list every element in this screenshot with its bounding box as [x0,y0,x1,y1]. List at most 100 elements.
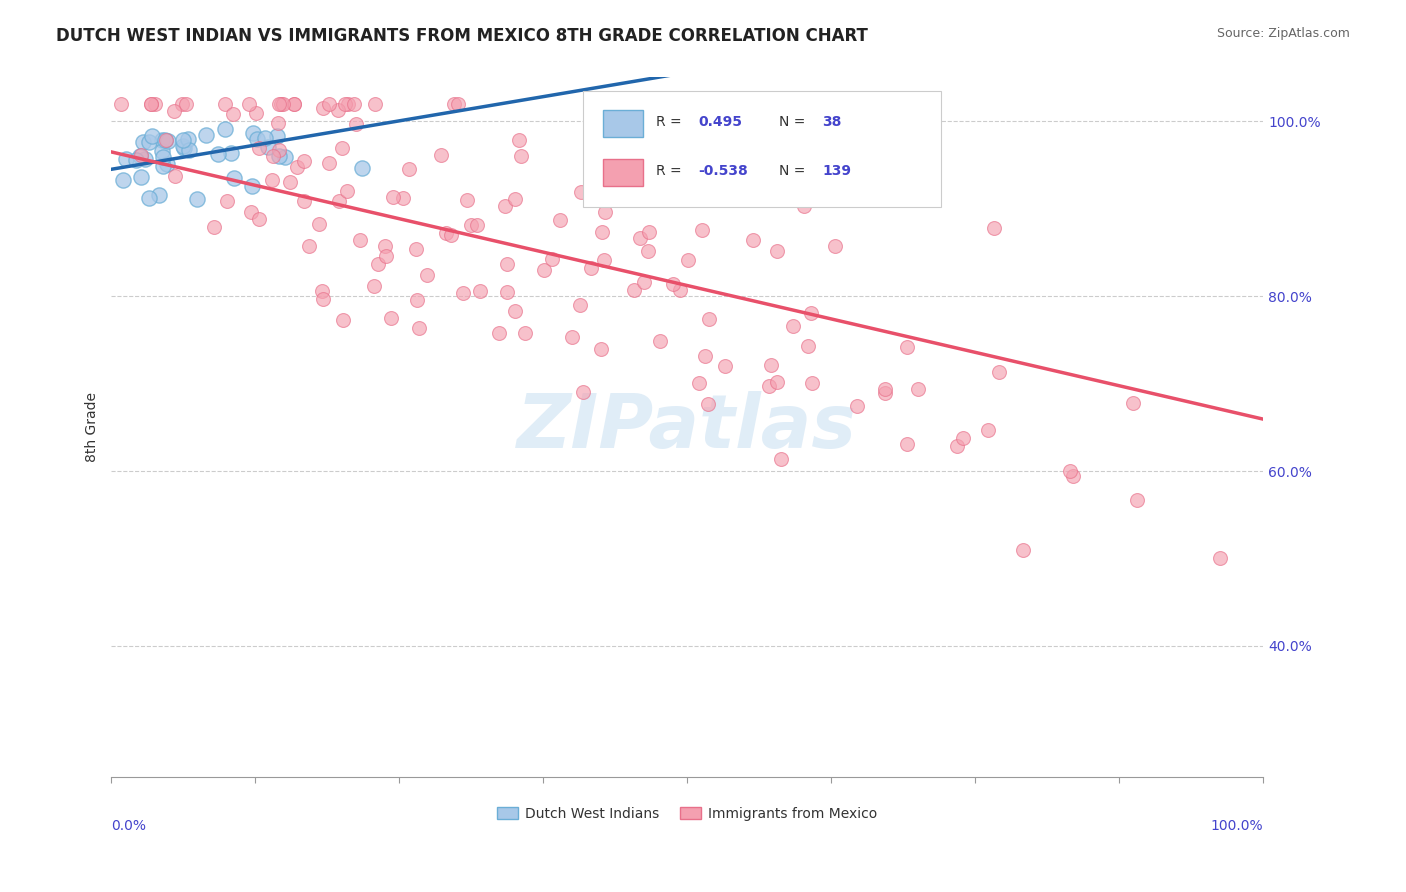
Point [1059,463,1081,477]
Point [1209,550,1232,565]
Point [589,342,612,356]
Text: ZIPatlas: ZIPatlas [517,391,858,464]
Point [548,212,571,227]
Point [453,286,475,301]
Point [177,132,200,146]
Point [318,96,340,111]
Point [267,149,290,163]
Point [274,150,297,164]
Point [110,96,132,111]
Point [579,261,602,276]
Point [332,141,354,155]
Point [648,334,671,349]
Point [907,382,929,396]
Point [177,143,200,157]
Point [742,233,765,247]
Text: 100.0%: 100.0% [1211,819,1263,833]
Point [662,277,685,291]
Point [138,191,160,205]
Point [637,244,659,258]
Point [260,172,283,186]
Point [214,96,236,111]
Point [983,221,1005,235]
Point [595,205,617,219]
Point [569,186,592,200]
Text: -0.538: -0.538 [699,163,748,178]
Point [1011,542,1033,557]
Text: N =: N = [779,163,810,178]
Point [801,376,824,391]
Point [460,218,482,232]
Point [155,133,177,147]
Point [465,218,488,232]
Point [247,141,270,155]
Point [115,152,138,166]
FancyBboxPatch shape [583,92,941,207]
Point [571,385,593,400]
Point [141,128,163,143]
Point [688,376,710,391]
Point [132,135,155,149]
Point [363,279,385,293]
Text: N =: N = [779,114,810,128]
Point [143,96,166,111]
Point [766,375,789,389]
Bar [603,160,644,186]
Point [533,263,555,277]
Point [896,340,918,354]
Point [270,96,292,111]
Point [693,167,716,181]
Point [172,139,194,153]
Point [381,190,404,204]
Point [977,423,1000,437]
Point [308,217,330,231]
Point [292,154,315,169]
Point [328,194,350,209]
Point [186,193,208,207]
Point [222,107,245,121]
Point [628,231,651,245]
Point [156,157,179,171]
Point [508,133,530,147]
Point [391,191,413,205]
Point [254,130,277,145]
Point [215,194,238,208]
Point [669,284,692,298]
Point [246,132,269,146]
Point [242,126,264,140]
Point [678,252,700,267]
Point [561,330,583,344]
Point [515,326,537,341]
Point [793,199,815,213]
Point [278,175,301,189]
Point [952,431,974,445]
Point [434,227,457,241]
Point [367,256,389,270]
Point [326,103,349,117]
Point [988,365,1011,379]
Point [406,293,429,307]
Point [408,320,430,334]
Point [139,96,162,111]
Point [287,161,309,175]
Point [541,252,564,266]
Point [247,211,270,226]
Point [335,96,357,111]
Point [202,220,225,235]
Point [503,303,526,318]
Point [488,326,510,340]
Legend: Dutch West Indians, Immigrants from Mexico: Dutch West Indians, Immigrants from Mexi… [492,801,883,826]
Point [257,140,280,154]
Text: 139: 139 [823,163,851,178]
Point [623,283,645,297]
Point [129,148,152,162]
Point [312,292,335,306]
Point [824,238,846,252]
Point [172,133,194,147]
Text: 0.495: 0.495 [699,114,742,128]
Point [569,298,592,312]
Point [344,117,367,131]
Point [416,268,439,282]
Point [283,96,305,111]
Point [405,242,427,256]
